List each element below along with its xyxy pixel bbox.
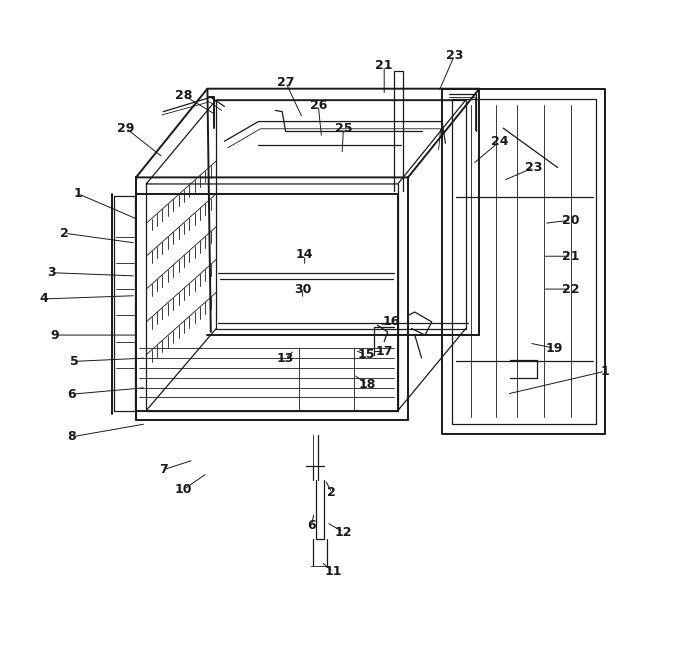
Text: 5: 5 (71, 355, 79, 368)
Text: 18: 18 (358, 378, 376, 391)
Text: 8: 8 (67, 430, 75, 443)
Text: 4: 4 (40, 292, 48, 306)
Text: 23: 23 (525, 161, 543, 174)
Text: 12: 12 (335, 526, 352, 539)
Text: 13: 13 (277, 351, 294, 365)
Text: 7: 7 (159, 463, 167, 476)
Text: 11: 11 (324, 565, 342, 578)
Text: 10: 10 (175, 483, 192, 496)
Text: 24: 24 (491, 135, 509, 148)
Text: 28: 28 (175, 89, 192, 102)
Text: 15: 15 (357, 348, 375, 361)
Text: 21: 21 (562, 250, 580, 263)
Text: 1: 1 (601, 365, 609, 378)
Text: 14: 14 (296, 248, 313, 261)
Text: 19: 19 (545, 342, 563, 355)
Text: 22: 22 (562, 283, 580, 296)
Text: 29: 29 (117, 122, 135, 135)
Text: 2: 2 (61, 227, 69, 240)
Text: 16: 16 (382, 315, 400, 328)
Text: 6: 6 (67, 388, 75, 401)
Text: 30: 30 (294, 283, 311, 296)
Text: 1: 1 (74, 187, 82, 200)
Text: 27: 27 (277, 76, 294, 89)
Text: 17: 17 (375, 345, 393, 358)
Text: 3: 3 (47, 266, 55, 279)
Text: 2: 2 (328, 486, 336, 499)
Text: 25: 25 (335, 122, 352, 135)
Text: 6: 6 (307, 519, 316, 532)
Text: 23: 23 (445, 49, 463, 62)
Text: 21: 21 (375, 59, 393, 72)
Text: 26: 26 (309, 99, 327, 112)
Text: 20: 20 (562, 214, 580, 227)
Text: 9: 9 (50, 328, 58, 342)
